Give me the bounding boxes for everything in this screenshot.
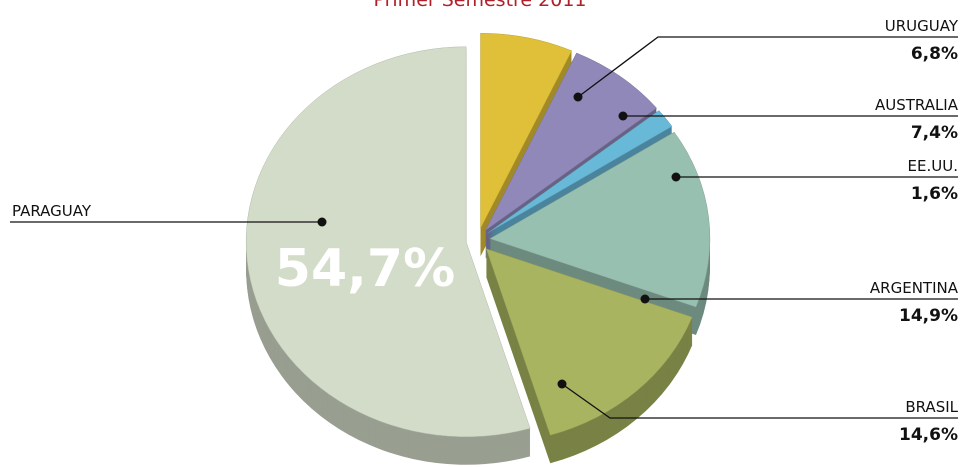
category-label: ARGENTINA — [870, 279, 959, 297]
leader-dot — [640, 294, 650, 304]
leader-dot — [317, 217, 327, 227]
category-label: URUGUAY — [885, 17, 959, 35]
leader-dot — [618, 111, 628, 121]
value-label: 54,7% — [275, 239, 455, 299]
leader-line — [577, 36, 958, 98]
leader-dot — [557, 379, 567, 389]
slice — [245, 46, 531, 437]
value-label: 6,8% — [911, 44, 958, 64]
leader-dot — [671, 172, 681, 182]
slice — [485, 248, 693, 436]
chart-title: Primer Semestre 2011 — [373, 0, 586, 11]
value-label: 14,9% — [899, 306, 958, 326]
slice — [487, 110, 673, 234]
slice — [485, 52, 657, 231]
slice — [489, 131, 711, 308]
value-label: 1,6% — [911, 184, 958, 204]
category-label: PARAGUAY — [12, 202, 92, 220]
value-label: 14,6% — [899, 425, 958, 445]
value-label: 7,4% — [911, 123, 958, 143]
category-label: BRASIL — [905, 398, 958, 416]
slice — [480, 33, 573, 229]
category-label: EE.UU. — [908, 157, 958, 175]
category-label: AUSTRALIA — [875, 96, 959, 114]
leader-dot — [573, 92, 583, 102]
leader-line — [561, 383, 958, 419]
